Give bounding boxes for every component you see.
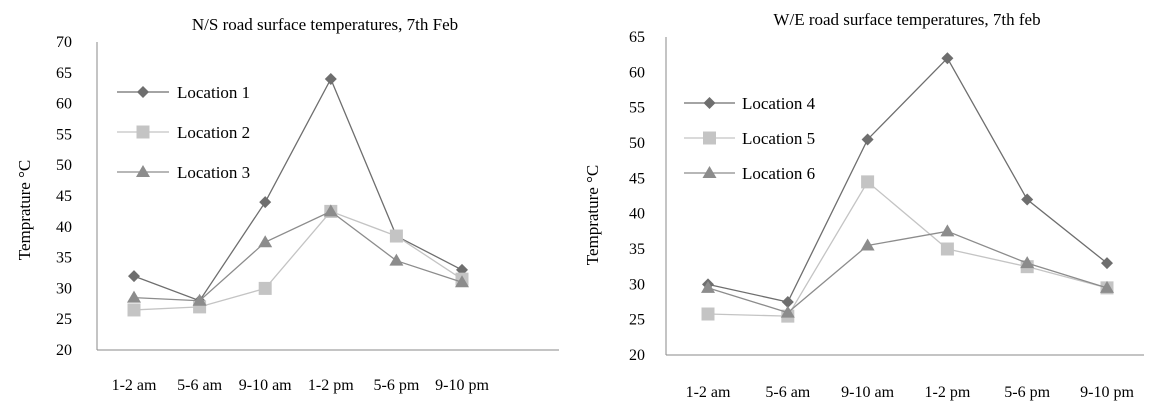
legend-marker xyxy=(703,97,716,109)
y-tick-label: 50 xyxy=(629,135,645,152)
y-tick-label: 60 xyxy=(56,96,72,113)
x-tick-label: 1-2 am xyxy=(686,384,731,401)
chart-we: W/E road surface temperatures, 7th feb T… xyxy=(583,10,1144,401)
y-tick-label: 50 xyxy=(56,157,72,174)
data-point xyxy=(1021,193,1034,206)
data-point xyxy=(192,293,207,306)
y-axis-label: Temprature °C xyxy=(15,160,34,261)
x-tick-label: 1-2 pm xyxy=(308,377,354,394)
legend-label: Location 1 xyxy=(177,83,250,102)
data-point xyxy=(861,133,874,146)
y-tick-label: 65 xyxy=(56,65,72,82)
legend-label: Location 2 xyxy=(177,123,250,142)
y-tick-label: 40 xyxy=(56,219,72,236)
data-point xyxy=(127,290,141,303)
legend-marker xyxy=(137,86,149,98)
data-point xyxy=(860,238,875,251)
y-tick-label: 70 xyxy=(56,34,72,51)
data-point xyxy=(258,235,273,248)
series-line xyxy=(707,180,1108,317)
x-tick-label: 5-6 pm xyxy=(1004,384,1050,401)
data-point xyxy=(780,305,795,318)
series-line xyxy=(133,210,463,311)
legend-marker xyxy=(136,165,150,177)
x-tick-label: 5-6 pm xyxy=(374,377,420,394)
y-tick-label: 30 xyxy=(629,276,645,293)
data-point xyxy=(1101,257,1113,270)
legend-label: Location 3 xyxy=(177,163,250,182)
y-tick-label: 35 xyxy=(56,250,72,267)
y-tick-label: 65 xyxy=(629,29,645,46)
y-tick-label: 45 xyxy=(56,188,72,205)
x-tick-label: 5-6 am xyxy=(177,377,222,394)
y-tick-label: 25 xyxy=(629,312,645,329)
data-point xyxy=(701,280,715,293)
data-point xyxy=(940,242,954,256)
chart-title: W/E road surface temperatures, 7th feb xyxy=(773,10,1040,29)
data-point xyxy=(701,307,715,321)
y-tick-label: 60 xyxy=(629,64,645,81)
data-point xyxy=(1020,256,1035,269)
series-line xyxy=(707,57,1108,303)
x-tick-label: 1-2 am xyxy=(112,377,157,394)
chart-ns: N/S road surface temperatures, 7th Feb T… xyxy=(15,15,559,394)
data-point xyxy=(941,52,954,65)
data-point xyxy=(781,296,794,308)
data-point xyxy=(324,72,337,85)
x-tick-label: 9-10 pm xyxy=(435,377,489,394)
series-line xyxy=(707,230,1108,314)
y-tick-label: 55 xyxy=(629,100,645,117)
x-tick-label: 1-2 pm xyxy=(925,384,971,401)
chart-title: N/S road surface temperatures, 7th Feb xyxy=(192,15,458,34)
data-point xyxy=(128,270,140,283)
y-tick-label: 25 xyxy=(56,311,72,328)
y-tick-label: 20 xyxy=(629,347,645,364)
legend-label: Location 6 xyxy=(742,164,815,183)
data-point xyxy=(127,303,141,317)
y-tick-label: 55 xyxy=(56,126,72,143)
y-tick-label: 20 xyxy=(56,342,72,359)
data-point xyxy=(259,196,272,209)
data-point xyxy=(258,281,272,295)
x-tick-label: 9-10 pm xyxy=(1080,384,1134,401)
data-point xyxy=(940,224,955,237)
x-tick-label: 5-6 am xyxy=(765,384,810,401)
data-point xyxy=(455,275,469,288)
data-point xyxy=(1100,280,1114,293)
data-point xyxy=(323,204,338,217)
y-tick-label: 30 xyxy=(56,280,72,297)
legend-marker xyxy=(703,131,716,145)
legend-marker xyxy=(702,166,717,178)
data-point xyxy=(389,229,403,243)
y-tick-label: 40 xyxy=(629,206,645,223)
y-tick-label: 45 xyxy=(629,170,645,187)
y-tick-label: 35 xyxy=(629,241,645,258)
data-point xyxy=(389,253,404,266)
y-axis-label: Temprature °C xyxy=(583,165,602,266)
x-tick-label: 9-10 am xyxy=(841,384,894,401)
data-point xyxy=(861,175,875,189)
series-line xyxy=(133,77,463,302)
legend-marker xyxy=(136,125,150,139)
x-tick-label: 9-10 am xyxy=(239,377,292,394)
legend-label: Location 4 xyxy=(742,94,816,113)
legend-label: Location 5 xyxy=(742,129,815,148)
series-line xyxy=(133,210,463,302)
